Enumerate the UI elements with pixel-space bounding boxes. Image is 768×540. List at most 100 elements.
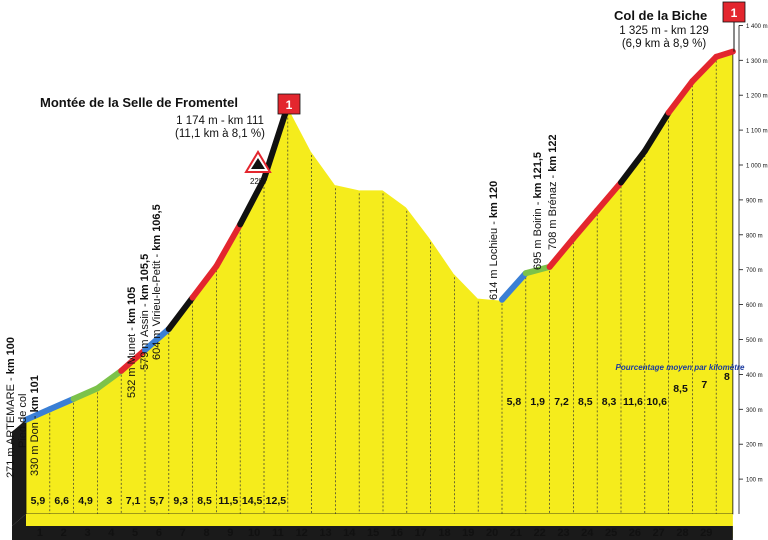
profile-side-face [12, 419, 26, 526]
waypoint-label: 614 m Lochieu - km 120 [488, 181, 500, 300]
road-segment [618, 148, 648, 186]
y-tick-label: 900 m [746, 198, 763, 204]
km-label: 18 [438, 527, 450, 539]
km-label: 24 [581, 527, 594, 539]
gradient-label: 8,5 [197, 495, 212, 507]
summit-1-name: Montée de la Selle de Fromentel [40, 95, 238, 110]
km-label: 29 [700, 527, 712, 539]
gradient-label: 7 [701, 379, 707, 391]
km-label: 2 [61, 527, 67, 539]
y-tick-label: 500 m [746, 338, 763, 344]
gradient-label: 12,5 [266, 495, 287, 507]
road-segment [713, 48, 736, 60]
road-segment [165, 294, 196, 333]
y-tick-label: 1 100 m [746, 129, 768, 135]
y-tick-label: 300 m [746, 408, 763, 414]
km-label: 19 [462, 527, 474, 539]
road-segment [213, 221, 244, 270]
profile-area [25, 51, 734, 515]
road-segment [499, 270, 529, 303]
waypoint-label: 579 m Assin - km 105,5 [139, 254, 151, 370]
y-tick-label: 1 200 m [746, 94, 768, 100]
km-label: 4 [108, 527, 115, 539]
km-label: 16 [391, 527, 403, 539]
km-label: 11 [272, 527, 284, 539]
road-segment [118, 346, 148, 374]
y-tick-label: 400 m [746, 373, 763, 379]
gradient-label: 5,9 [31, 495, 46, 507]
km-label: 20 [486, 527, 498, 539]
road-segment [546, 235, 577, 270]
road-segment [23, 406, 53, 423]
km-label: 8 [203, 527, 209, 539]
gradient-label: 8 [724, 371, 730, 383]
summit-2-name: Col de la Biche [614, 8, 708, 23]
gradient-label: 5,7 [150, 495, 165, 507]
summit-1-line2: (11,1 km à 8,1 %) [175, 128, 265, 140]
road-segment [94, 367, 125, 392]
km-label: 22 [534, 527, 546, 539]
waypoint-label: 271 m ARTEMARE - km 100 [5, 337, 17, 478]
gradient-label: 11,5 [218, 495, 238, 507]
gradient-label: 8,3 [602, 396, 617, 408]
road-segment [142, 326, 172, 353]
gradient-label: 10,6 [646, 396, 667, 408]
road-segment [689, 53, 720, 85]
max-gradient-label: 22% [250, 177, 266, 186]
km-label: 23 [557, 527, 569, 539]
gradient-label: 8,5 [673, 383, 688, 395]
road-segment [641, 109, 672, 155]
road-segment [522, 263, 553, 277]
km-label: 14 [343, 527, 356, 539]
y-tick-label: 600 m [746, 303, 763, 309]
km-label: 1 [37, 527, 43, 539]
gradient-label: 3 [106, 495, 112, 507]
waypoint-label: 604 m Virieu-le-Petit - km 106,5 [151, 204, 163, 360]
road-segment [453, 272, 480, 299]
summit-2-flag [722, 1, 746, 23]
y-tick-label: 1 300 m [746, 59, 768, 65]
waypoint-label: Pied de col [17, 394, 29, 448]
summit-2-line2: (6,9 km à 8,9 %) [621, 38, 707, 50]
road-segment [382, 188, 408, 208]
gradient-label: 14,5 [242, 495, 263, 507]
summit-1-category: 1 [286, 98, 293, 112]
road-segment [70, 385, 101, 402]
waypoint-label: 532 m Munet - km 105 [126, 287, 138, 398]
warning-mountain-icon [251, 158, 265, 169]
summit-2-category: 1 [731, 6, 738, 20]
y-tick-label: 1 000 m [746, 164, 768, 170]
km-label: 3 [84, 527, 90, 539]
road-segment [310, 150, 337, 186]
y-tick-label: 800 m [746, 233, 763, 239]
gradient-label: 8,5 [578, 396, 593, 408]
km-label: 5 [132, 527, 138, 539]
km-label: 27 [653, 527, 665, 539]
road-segment [46, 395, 77, 413]
y-tick-label: 100 m [746, 478, 763, 484]
road-segment [334, 183, 361, 191]
road-segment [570, 207, 601, 242]
road-segment [237, 175, 267, 228]
summit-2-line1: 1 325 m - km 129 [619, 25, 709, 37]
km-label: 7 [180, 527, 186, 539]
summit-1-flag [277, 93, 301, 115]
summit-1-line1: 1 174 m - km 111 [176, 115, 264, 127]
y-tick-label: 1 400 m [746, 24, 768, 30]
gradient-label: 5,8 [507, 396, 522, 408]
gradient-note: Pourcentage moyen par kilomètre [616, 363, 745, 372]
km-label: 17 [415, 527, 427, 539]
waypoint-label: 695 m Boirin - km 121,5 [532, 152, 544, 270]
km-label: 10 [248, 527, 260, 539]
y-tick-label: 200 m [746, 443, 763, 449]
km-label: 15 [367, 527, 379, 539]
km-strip-base [12, 526, 733, 540]
km-label: 6 [156, 527, 162, 539]
waypoint-label: 708 m Brénaz - km 122 [547, 134, 559, 250]
road-segment [189, 263, 220, 301]
road-segment [594, 179, 624, 214]
road-segment [477, 296, 503, 301]
km-label: 21 [510, 527, 522, 539]
waypoint-label: 330 m Don - km 101 [29, 375, 41, 476]
